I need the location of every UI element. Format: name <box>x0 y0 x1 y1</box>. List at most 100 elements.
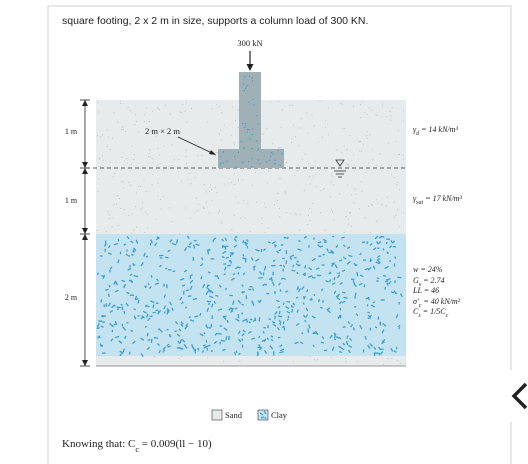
sand-grain <box>318 141 320 143</box>
clay-fleck <box>216 274 220 280</box>
sand-grain <box>391 107 393 109</box>
sand-grain <box>393 216 395 218</box>
clay-fleck <box>234 352 237 356</box>
clay-fleck <box>285 290 289 293</box>
clay-fleck <box>336 274 341 279</box>
sand-grain <box>185 156 187 158</box>
water-symbol <box>334 159 346 178</box>
text-run: Knowing that: C <box>62 438 135 450</box>
sand-grain <box>157 147 159 149</box>
clay-fleck <box>319 306 323 309</box>
sand-grain <box>96 135 98 137</box>
sand-grain <box>211 199 213 201</box>
clay-fleck <box>227 264 232 267</box>
clay-fleck <box>333 332 337 336</box>
sand-grain <box>349 211 351 213</box>
clay-fleck <box>359 324 363 330</box>
concrete-speck <box>237 151 240 153</box>
sand-grain <box>149 156 151 158</box>
footing-pointer-head <box>209 150 216 155</box>
back-chevron[interactable] <box>511 382 528 410</box>
clay-fleck <box>311 276 316 279</box>
subscript: sat <box>416 200 423 206</box>
clay-fleck <box>241 284 244 287</box>
concrete-speck <box>252 128 254 130</box>
clay-fleck <box>345 340 349 346</box>
clay-fleck <box>346 260 351 265</box>
sand-grain <box>362 101 364 103</box>
clay-fleck <box>380 341 385 345</box>
concrete-speck <box>235 166 237 168</box>
sand-grain <box>231 229 233 231</box>
clay-fleck <box>341 236 345 239</box>
clay-fleck <box>299 341 304 345</box>
concrete-speck <box>248 101 250 103</box>
concrete-speck <box>282 153 284 155</box>
clay-fleck <box>184 247 188 252</box>
clay-fleck <box>382 248 385 251</box>
clay-fleck <box>296 260 300 263</box>
sand-grain <box>133 154 135 156</box>
sand-grain <box>404 362 406 364</box>
clay-fleck <box>205 324 209 329</box>
sand-grain <box>117 195 119 197</box>
sand-grain <box>122 126 124 127</box>
clay-fleck <box>271 240 277 245</box>
clay-fleck <box>257 335 261 339</box>
clay-fleck <box>370 304 376 308</box>
clay-fleck <box>289 254 295 258</box>
sand-grain <box>398 130 400 132</box>
clay-fleck <box>301 286 305 290</box>
clay-fleck <box>212 239 215 243</box>
sand-grain <box>122 103 124 104</box>
sand-grain <box>268 170 270 172</box>
clay-fleck <box>110 338 114 342</box>
sand-grain <box>107 211 109 213</box>
clay-fleck <box>359 274 364 278</box>
clay-fleck <box>225 256 229 259</box>
clay-fleck <box>162 346 166 351</box>
sand-grain <box>402 154 404 156</box>
sand-grain <box>145 107 147 109</box>
sand-grain <box>178 159 180 161</box>
clay-fleck <box>390 240 394 244</box>
clay-fleck <box>213 340 218 345</box>
clay-fleck <box>329 334 333 339</box>
clay-fleck <box>302 302 305 305</box>
sand-grain <box>197 155 198 157</box>
clay-fleck <box>279 289 282 292</box>
sand-grain <box>270 101 272 103</box>
clay-fleck <box>280 348 285 352</box>
clay-fleck <box>229 259 233 264</box>
clay-fleck <box>247 330 252 334</box>
clay-fleck <box>382 274 387 277</box>
back-button[interactable] <box>498 370 528 422</box>
sand-grain <box>114 172 116 174</box>
clay-fleck <box>133 308 136 311</box>
clay-fleck <box>122 326 127 331</box>
clay-fleck <box>366 241 369 245</box>
legend-swatch-sand <box>211 409 223 421</box>
clay-fleck <box>386 282 389 286</box>
sand-grain <box>208 212 210 214</box>
text-run: w = 24% <box>413 265 443 274</box>
sand-grain <box>335 149 337 151</box>
sand-grain <box>233 142 235 144</box>
clay-fleck <box>148 286 152 290</box>
clay-fleck <box>189 319 195 322</box>
sand-grain <box>327 123 329 125</box>
depth-label: 2 m <box>65 293 78 302</box>
sand-grain <box>96 230 98 232</box>
clay-fleck <box>369 258 372 262</box>
sand-grain <box>255 171 256 173</box>
sand-grain <box>307 132 309 134</box>
concrete-speck <box>245 86 247 88</box>
clay-fleck <box>258 276 263 279</box>
clay-fleck <box>183 269 188 273</box>
sand-grain <box>209 186 211 188</box>
sand-grain <box>121 157 123 158</box>
clay-fleck <box>125 302 129 307</box>
clay-fleck <box>215 294 219 297</box>
clay-fleck <box>114 289 119 293</box>
clay-fleck <box>394 256 397 260</box>
